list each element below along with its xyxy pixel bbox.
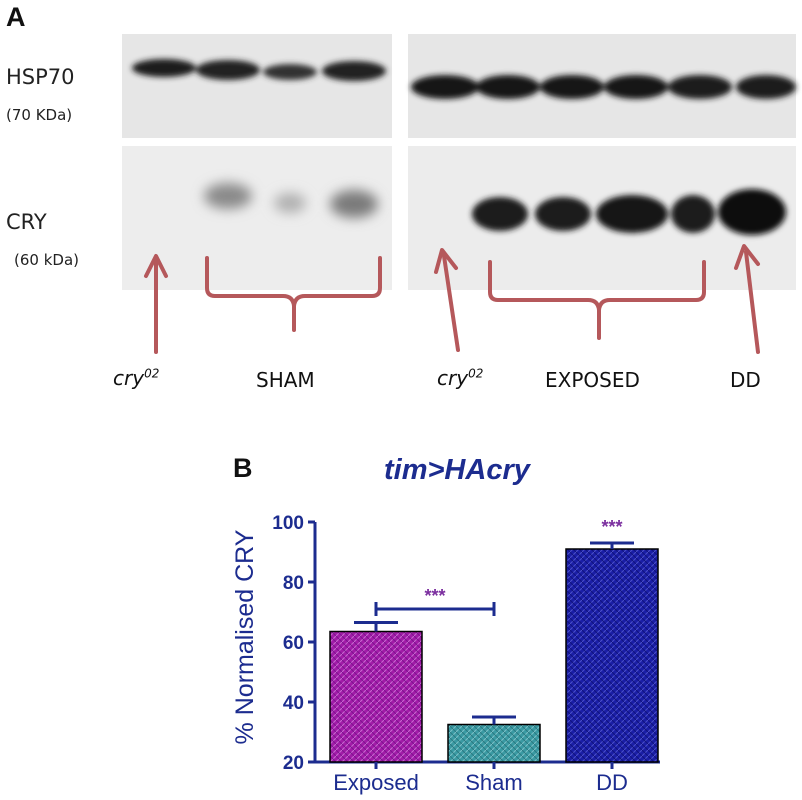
cry-bands-left [204, 183, 378, 218]
brace-sham [205, 256, 382, 332]
brace-exposed [488, 260, 706, 340]
bar-exposed [329, 630, 423, 763]
chart-title: tim>HAcry [384, 454, 530, 486]
y-tick-label: 80 [283, 573, 304, 594]
hsp70-bands-right [411, 75, 796, 99]
y-tick-label: 100 [272, 513, 304, 534]
bar-dd [565, 548, 659, 763]
lane-label-exposed: EXPOSED [545, 368, 640, 392]
hsp70-label: HSP70 [6, 65, 75, 89]
y-tick-label: 20 [283, 753, 304, 774]
x-tick-label-dd: DD [596, 770, 628, 795]
lane-label-dd: DD [730, 368, 761, 392]
arrowhead-cry02-left [144, 254, 168, 278]
hsp70-kda-label: (70 KDa) [6, 106, 73, 124]
hsp70-bands-left [132, 59, 386, 81]
bar-chart: % Normalised CRY 20 40 60 80 100 Exposed Sham… [231, 513, 660, 795]
significance-label-bracket: *** [424, 586, 445, 606]
cry-label: CRY [6, 210, 47, 234]
x-tick-label-exposed: Exposed [333, 770, 419, 795]
y-axis-label: % Normalised CRY [231, 529, 259, 744]
blot-hsp70-left [122, 34, 392, 138]
y-tick-label: 40 [283, 693, 304, 714]
arrowhead-cry02-right [434, 248, 458, 274]
blot-cry-left [122, 146, 392, 290]
cry-bands-right [472, 189, 786, 235]
lane-label-cry02-left: cry02 [113, 366, 160, 390]
arrow-dd [744, 250, 760, 354]
lane-label-cry02-right: cry02 [437, 366, 484, 390]
cry-kda-label: (60 kDa) [14, 251, 79, 269]
panel-b-letter: B [233, 453, 253, 483]
arrowhead-dd [734, 244, 760, 270]
y-tick-label: 60 [283, 633, 304, 654]
bar-sham [447, 723, 541, 763]
x-tick-label-sham: Sham [465, 770, 522, 795]
panel-a-letter: A [6, 2, 26, 32]
arrow-cry02-right [442, 254, 460, 352]
western-blot-image [122, 34, 796, 354]
lane-label-sham: SHAM [256, 368, 315, 392]
significance-label-dd: *** [601, 517, 622, 537]
